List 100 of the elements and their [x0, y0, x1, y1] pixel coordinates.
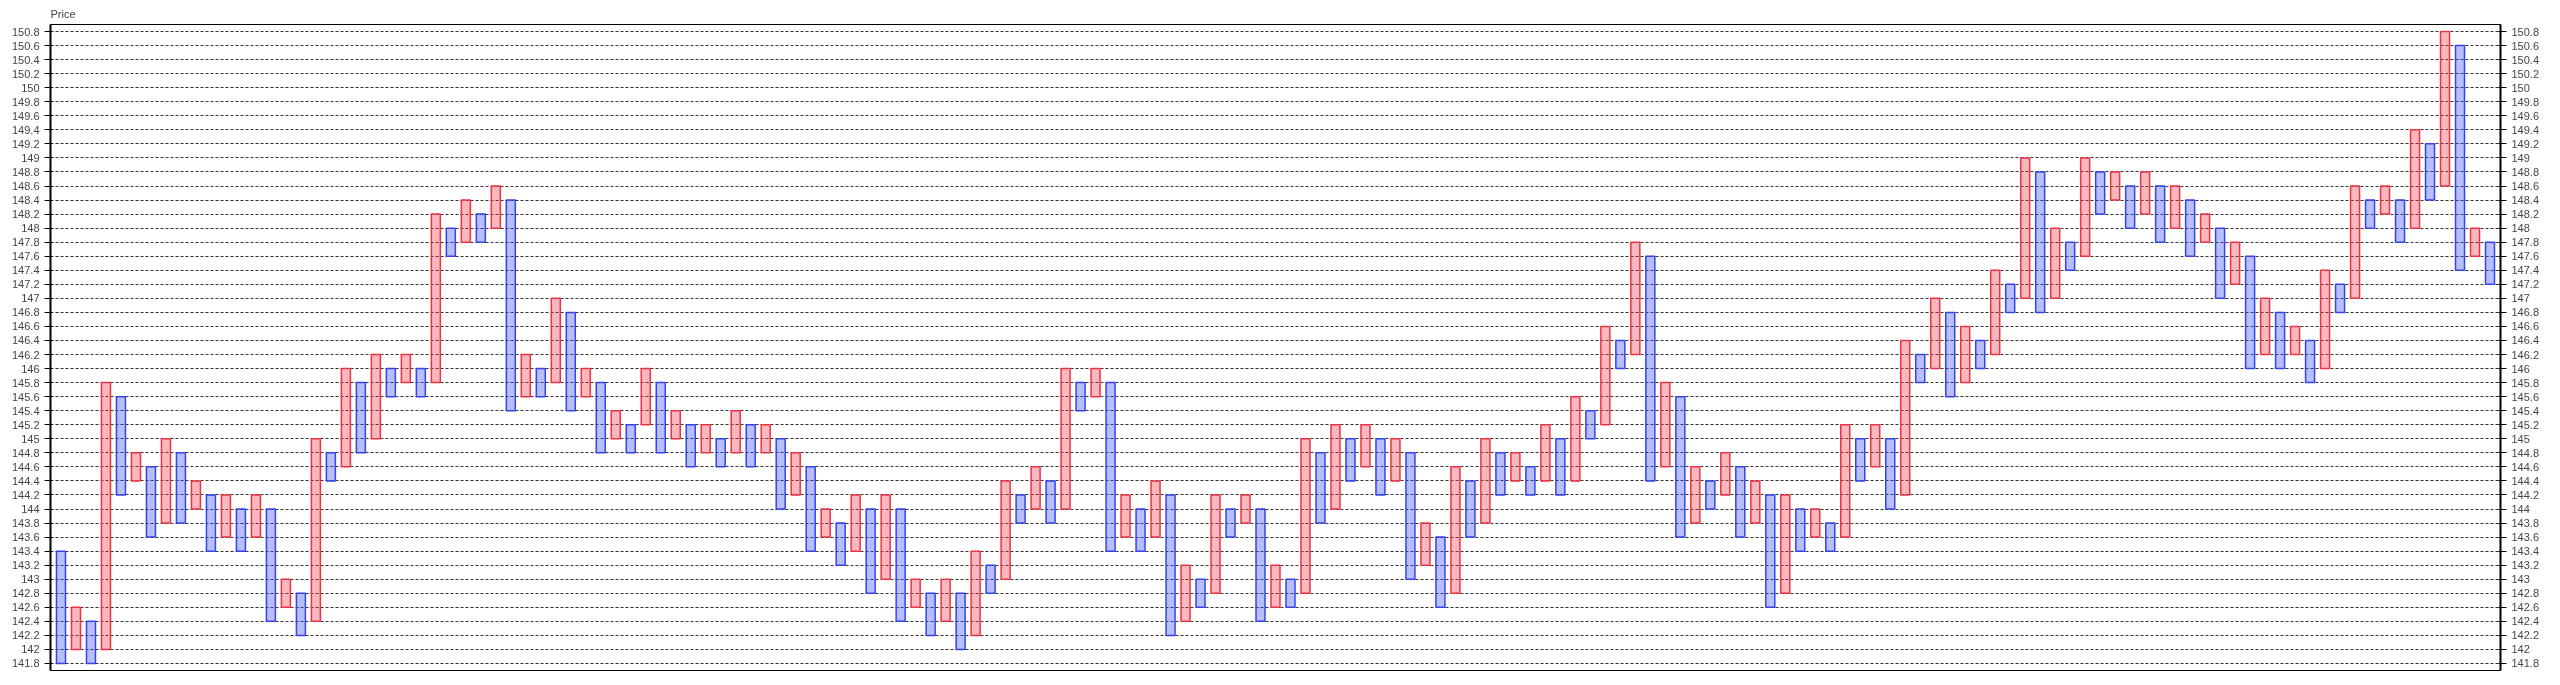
bar [160, 438, 172, 524]
bar [1180, 564, 1191, 623]
y-tick-label: 142.4 [11, 615, 40, 628]
y2-tick-label: 146.6 [2511, 320, 2540, 333]
bar [505, 199, 517, 412]
bar [205, 494, 217, 552]
bar [355, 381, 367, 454]
bar [895, 508, 906, 623]
y-tick-label: 148.4 [11, 194, 40, 207]
y2-tick-label: 149.8 [2511, 95, 2540, 108]
y2-tick-label: 150 [2511, 81, 2530, 94]
y-tick-label: 141.8 [11, 657, 40, 670]
bar [430, 213, 442, 384]
bar [2214, 227, 2226, 300]
bar [70, 606, 82, 651]
y-tick-label: 142.2 [11, 629, 40, 642]
bar [955, 592, 966, 651]
y-tick-label: 148.8 [11, 165, 40, 178]
y-tick-label: 144.8 [11, 446, 40, 459]
y2-tick-label: 150.6 [2511, 39, 2540, 52]
y2-tick-label: 142.2 [2511, 629, 2540, 642]
bar [865, 508, 876, 595]
y-tick-label: 144.6 [11, 460, 40, 473]
bar [1240, 494, 1251, 524]
y2-tick-label: 143.8 [2511, 517, 2540, 530]
bar [1270, 564, 1281, 609]
bar [2469, 227, 2481, 257]
bar [1255, 508, 1266, 623]
bar [1195, 578, 1206, 609]
bar [1525, 466, 1536, 496]
bar [1645, 255, 1656, 482]
y2-tick-label: 146 [2511, 362, 2530, 375]
y2-tick-label: 145.6 [2511, 390, 2540, 403]
bar [130, 452, 142, 482]
bar [2124, 185, 2136, 229]
bar [445, 227, 457, 257]
bar [460, 199, 472, 243]
y-tick-label: 145.6 [11, 390, 40, 403]
bar [1495, 452, 1506, 496]
bar [610, 409, 622, 440]
y-tick-label: 147.4 [11, 264, 40, 277]
bar [775, 438, 786, 510]
bar [625, 423, 637, 454]
y-tick-label: 142.8 [11, 587, 40, 600]
y2-tick-label: 150.2 [2511, 67, 2540, 80]
y-axis-title: Price [50, 7, 76, 20]
bar [2304, 339, 2316, 384]
y2-tick-label: 144.6 [2511, 460, 2540, 473]
bar [475, 213, 487, 243]
y2-tick-label: 145.2 [2511, 418, 2540, 431]
y-tick-label: 147.6 [11, 250, 40, 263]
bar [1914, 353, 1926, 384]
bar [685, 423, 696, 468]
y2-tick-label: 148.6 [2511, 180, 2540, 192]
y-tick-label: 146 [21, 362, 40, 375]
bar [55, 550, 67, 665]
y2-tick-label: 147.4 [2511, 264, 2540, 277]
bar [1615, 339, 1626, 370]
y2-tick-label: 149.6 [2511, 109, 2540, 122]
bar [2019, 157, 2031, 300]
bar [2139, 171, 2151, 215]
y2-tick-label: 142.4 [2511, 615, 2540, 628]
bar [2199, 213, 2211, 243]
y2-tick-label: 142 [2511, 643, 2530, 656]
bar [2094, 171, 2106, 215]
bar [175, 452, 187, 524]
bar [1480, 438, 1491, 524]
bar [190, 480, 202, 510]
y-tick-label: 143.4 [11, 545, 40, 558]
bar [670, 409, 681, 440]
bar [1570, 395, 1581, 482]
bar [1585, 409, 1596, 440]
y2-tick-label: 147.2 [2511, 278, 2540, 291]
bar [2439, 30, 2451, 187]
y-tick-label: 143.6 [11, 531, 40, 544]
bar [250, 494, 262, 538]
y2-tick-label: 148 [2511, 222, 2530, 235]
bar [1660, 381, 1671, 468]
bar [1959, 325, 1971, 384]
bar [1000, 480, 1011, 580]
y2-tick-label: 144.4 [2511, 474, 2540, 487]
y2-tick-label: 143.4 [2511, 545, 2540, 558]
bar [2004, 283, 2016, 314]
y2-tick-label: 149 [2511, 151, 2530, 164]
y2-tick-label: 148.2 [2511, 208, 2540, 221]
bar [415, 367, 427, 398]
bar [220, 494, 232, 538]
bar [1780, 494, 1791, 595]
y-tick-label: 149.2 [11, 137, 40, 150]
y2-tick-label: 142.6 [2511, 601, 2540, 614]
y-tick-label: 149.6 [11, 109, 40, 122]
bar [2319, 269, 2331, 370]
y-tick-label: 150.4 [11, 53, 40, 66]
bar [2229, 241, 2241, 286]
y-tick-label: 145 [21, 432, 40, 445]
bar [1405, 452, 1416, 580]
bar [2409, 129, 2421, 229]
bar [550, 297, 562, 384]
bar [1810, 508, 1821, 538]
bar [1150, 480, 1161, 538]
